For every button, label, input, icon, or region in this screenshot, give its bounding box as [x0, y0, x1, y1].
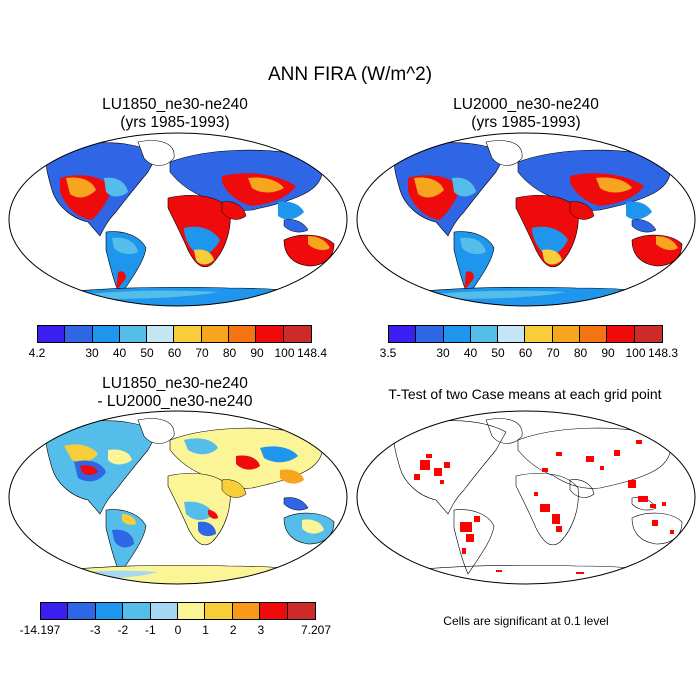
colorbar-tick-label: -1: [145, 623, 156, 637]
colorbar-swatch: [552, 326, 581, 342]
colorbar-tick-label: 100: [274, 346, 295, 360]
colorbar-swatch: [287, 603, 315, 619]
panel4-title: T-Test of two Case means at each grid po…: [388, 386, 662, 402]
colorbar-swatch: [229, 326, 257, 342]
colorbar-tick-label: 50: [140, 346, 154, 360]
panel1-title-line1: LU1850_ne30-ne240: [102, 96, 248, 113]
colorbar-tick-label: 2: [229, 623, 237, 637]
colorbar-swatch: [205, 603, 233, 619]
colorbar-tick-label: 3.5: [379, 346, 397, 360]
colorbar-tick-label: -2: [117, 623, 129, 637]
colorbar-swatch: [150, 603, 178, 619]
significance-note: Cells are significant at 0.1 level: [443, 614, 609, 628]
colorbar-swatch: [443, 326, 471, 342]
panel2-title-line2: (yrs 1985-1993): [471, 114, 581, 131]
colorbar-tick-label: 7.207: [300, 623, 332, 637]
colorbar-swatch: [525, 326, 553, 342]
significant-cells: [414, 440, 674, 574]
colorbar-tick-label: 40: [112, 346, 127, 360]
colorbar-tick-label: -14.197: [19, 623, 61, 637]
colorbar-swatch: [256, 326, 284, 342]
colorbar-swatch: [607, 326, 635, 342]
colorbar-tick-label: 50: [491, 346, 505, 360]
colorbar-swatch: [174, 326, 202, 342]
colorbar-difference-ticks: -14.197 -3 -2 -1 0 1 2 3 7.207: [20, 623, 331, 637]
panel3-title-line1: LU1850_ne30-ne240: [102, 375, 248, 392]
colorbar-tick-label: 100: [625, 346, 646, 360]
colorbar-tick-label: 1: [202, 623, 209, 637]
colorbar-swatch: [260, 603, 288, 619]
colorbar-lu1850-ticks: 4.2 30 40 50 60 70 80 90 100 148.4: [29, 346, 327, 360]
colorbar-tick-label: 3: [257, 623, 265, 637]
colorbar-swatch: [123, 603, 151, 619]
map-panel-lu1850: [8, 132, 348, 307]
panel2-title: LU2000_ne30-ne240 (yrs 1985-1993): [376, 96, 676, 132]
colorbar-swatch: [95, 603, 124, 619]
colorbar-tick-label: 148.4: [296, 346, 328, 360]
colorbar-swatch: [498, 326, 526, 342]
colorbar-swatch: [283, 326, 311, 342]
colorbar-tick-label: 30: [436, 346, 450, 360]
panel3-title-line2: - LU2000_ne30-ne240: [97, 393, 253, 410]
panel3-title: LU1850_ne30-ne240 - LU2000_ne30-ne240: [25, 375, 325, 411]
colorbar-lu2000-ticks: 3.5 30 40 50 60 70 80 90 100 148.3: [380, 346, 678, 360]
colorbar-swatch: [65, 326, 93, 342]
colorbar-lu1850: [37, 325, 312, 343]
colorbar-swatch: [416, 326, 444, 342]
colorbar-tick-label: 30: [85, 346, 99, 360]
colorbar-tick-label: 70: [546, 346, 560, 360]
figure-title: ANN FIRA (W/m^2): [267, 64, 433, 85]
colorbar-swatch: [92, 326, 120, 342]
colorbar-tick-label: 4.2: [28, 346, 46, 360]
colorbar-difference: [40, 602, 316, 620]
colorbar-swatch: [177, 603, 206, 619]
colorbar-swatch: [232, 603, 261, 619]
colorbar-tick-label: 148.3: [647, 346, 679, 360]
colorbar-tick-label: 0: [174, 623, 182, 637]
colorbar-swatch: [580, 326, 608, 342]
colorbar-lu2000: [388, 325, 663, 343]
map-panel-difference: [8, 410, 348, 585]
colorbar-swatch: [634, 326, 662, 342]
colorbar-swatch: [38, 326, 66, 342]
panel2-title-line1: LU2000_ne30-ne240: [453, 96, 599, 113]
colorbar-swatch: [470, 326, 499, 342]
colorbar-tick-label: 60: [167, 346, 182, 360]
colorbar-tick-label: 70: [195, 346, 209, 360]
colorbar-tick-label: 40: [463, 346, 478, 360]
colorbar-swatch: [201, 326, 230, 342]
map-panel-ttest: [356, 410, 696, 585]
colorbar-tick-label: -3: [89, 623, 101, 637]
colorbar-swatch: [147, 326, 175, 342]
colorbar-swatch: [389, 326, 417, 342]
colorbar-tick-label: 90: [601, 346, 615, 360]
colorbar-swatch: [68, 603, 96, 619]
panel1-title-line2: (yrs 1985-1993): [120, 114, 230, 131]
colorbar-tick-label: 90: [250, 346, 264, 360]
colorbar-tick-label: 80: [573, 346, 588, 360]
colorbar-swatch: [119, 326, 148, 342]
colorbar-tick-label: 60: [518, 346, 533, 360]
map-panel-lu2000: [356, 132, 696, 307]
colorbar-tick-label: 80: [222, 346, 237, 360]
colorbar-swatch: [41, 603, 69, 619]
panel1-title: LU1850_ne30-ne240 (yrs 1985-1993): [25, 96, 325, 132]
